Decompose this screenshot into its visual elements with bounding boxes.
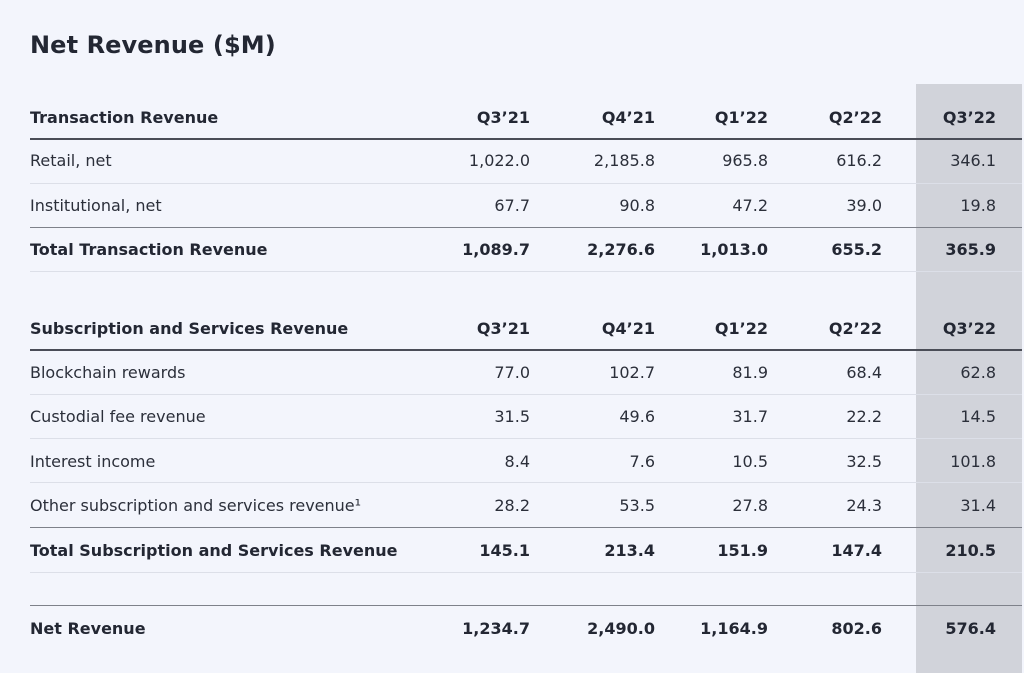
column-header: Q2’22 <box>828 318 882 338</box>
net-revenue-value: 802.6 <box>831 618 882 638</box>
cell-value: 68.4 <box>846 362 882 382</box>
total-label: Total Transaction Revenue <box>30 239 268 259</box>
row-divider <box>30 183 1022 184</box>
total-value: 151.9 <box>717 540 768 560</box>
column-header: Q3’22 <box>942 318 996 338</box>
cell-value: 32.5 <box>846 451 882 471</box>
row-label: Interest income <box>30 451 156 471</box>
row-divider <box>30 394 1022 395</box>
row-label: Custodial fee revenue <box>30 406 206 426</box>
column-header: Q1’22 <box>714 107 768 127</box>
total-value: 1,089.7 <box>462 239 530 259</box>
table-row: Other subscription and services revenue¹… <box>0 494 1024 516</box>
column-header: Q4’21 <box>601 107 655 127</box>
cell-value: 28.2 <box>494 495 530 515</box>
cell-value: 39.0 <box>846 195 882 215</box>
cell-value: 2,185.8 <box>593 150 655 170</box>
total-value: 655.2 <box>831 239 882 259</box>
net-revenue-row: Net Revenue 1,234.7 2,490.0 1,164.9 802.… <box>0 617 1024 639</box>
page-title: Net Revenue ($M) <box>30 31 276 59</box>
cell-value: 27.8 <box>732 495 768 515</box>
net-revenue-value: 576.4 <box>945 618 996 638</box>
total-label: Total Subscription and Services Revenue <box>30 540 398 560</box>
row-divider <box>30 438 1022 439</box>
section-header-label: Subscription and Services Revenue <box>30 318 349 338</box>
cell-value: 62.8 <box>960 362 996 382</box>
table-row: Interest income 8.4 7.6 10.5 32.5 101.8 <box>0 450 1024 472</box>
total-row: Total Subscription and Services Revenue … <box>0 539 1024 561</box>
cell-value: 101.8 <box>950 451 996 471</box>
cell-value: 8.4 <box>504 451 530 471</box>
row-label: Retail, net <box>30 150 112 170</box>
total-value: 1,013.0 <box>700 239 768 259</box>
cell-value: 53.5 <box>619 495 655 515</box>
cell-value: 616.2 <box>836 150 882 170</box>
cell-value: 31.5 <box>494 406 530 426</box>
cell-value: 22.2 <box>846 406 882 426</box>
net-revenue-label: Net Revenue <box>30 618 146 638</box>
cell-value: 1,022.0 <box>468 150 530 170</box>
cell-value: 77.0 <box>494 362 530 382</box>
column-header: Q3’22 <box>942 107 996 127</box>
cell-value: 7.6 <box>629 451 655 471</box>
section-header-label: Transaction Revenue <box>30 107 219 127</box>
total-row: Total Transaction Revenue 1,089.7 2,276.… <box>0 238 1024 260</box>
total-value: 2,276.6 <box>587 239 655 259</box>
header-divider <box>30 138 1022 140</box>
section-header-row: Subscription and Services Revenue Q3’21 … <box>0 317 1024 339</box>
row-label: Institutional, net <box>30 195 162 215</box>
total-value: 365.9 <box>945 239 996 259</box>
highlighted-column-q3-22 <box>916 84 1022 673</box>
row-label: Blockchain rewards <box>30 362 186 382</box>
cell-value: 10.5 <box>732 451 768 471</box>
cell-value: 102.7 <box>609 362 655 382</box>
header-divider <box>30 349 1022 351</box>
cell-value: 965.8 <box>722 150 768 170</box>
column-header: Q4’21 <box>601 318 655 338</box>
cell-value: 49.6 <box>619 406 655 426</box>
total-divider <box>30 227 1022 228</box>
cell-value: 24.3 <box>846 495 882 515</box>
total-divider <box>30 527 1022 528</box>
cell-value: 19.8 <box>960 195 996 215</box>
table-row: Retail, net 1,022.0 2,185.8 965.8 616.2 … <box>0 149 1024 171</box>
total-value: 147.4 <box>831 540 882 560</box>
table-row: Blockchain rewards 77.0 102.7 81.9 68.4 … <box>0 361 1024 383</box>
net-revenue-value: 2,490.0 <box>587 618 655 638</box>
row-divider <box>30 572 1022 573</box>
row-label: Other subscription and services revenue¹ <box>30 495 362 515</box>
row-divider <box>30 271 1022 272</box>
total-value: 213.4 <box>604 540 655 560</box>
cell-value: 14.5 <box>960 406 996 426</box>
cell-value: 346.1 <box>950 150 996 170</box>
cell-value: 81.9 <box>732 362 768 382</box>
net-revenue-value: 1,164.9 <box>700 618 768 638</box>
section-header-row: Transaction Revenue Q3’21 Q4’21 Q1’22 Q2… <box>0 106 1024 128</box>
table-row: Custodial fee revenue 31.5 49.6 31.7 22.… <box>0 405 1024 427</box>
cell-value: 31.4 <box>960 495 996 515</box>
column-header: Q1’22 <box>714 318 768 338</box>
cell-value: 67.7 <box>494 195 530 215</box>
total-value: 210.5 <box>945 540 996 560</box>
column-header: Q3’21 <box>476 107 530 127</box>
table-row: Institutional, net 67.7 90.8 47.2 39.0 1… <box>0 194 1024 216</box>
net-revenue-divider <box>30 605 1022 606</box>
cell-value: 47.2 <box>732 195 768 215</box>
column-header: Q3’21 <box>476 318 530 338</box>
total-value: 145.1 <box>479 540 530 560</box>
row-divider <box>30 482 1022 483</box>
net-revenue-value: 1,234.7 <box>462 618 530 638</box>
cell-value: 90.8 <box>619 195 655 215</box>
cell-value: 31.7 <box>732 406 768 426</box>
column-header: Q2’22 <box>828 107 882 127</box>
